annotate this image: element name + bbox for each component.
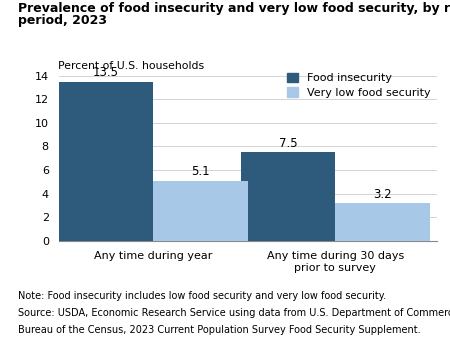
Bar <box>241 152 335 241</box>
Legend: Food insecurity, Very low food security: Food insecurity, Very low food security <box>287 73 431 98</box>
Text: Note: Food insecurity includes low food security and very low food security.: Note: Food insecurity includes low food … <box>18 291 386 301</box>
Bar <box>58 82 153 241</box>
Text: period, 2023: period, 2023 <box>18 14 107 28</box>
Text: Source: USDA, Economic Research Service using data from U.S. Department of Comme: Source: USDA, Economic Research Service … <box>18 308 450 318</box>
Text: 5.1: 5.1 <box>191 165 210 178</box>
Bar <box>335 203 430 241</box>
Text: Bureau of the Census, 2023 Current Population Survey Food Security Supplement.: Bureau of the Census, 2023 Current Popul… <box>18 325 421 335</box>
Text: Prevalence of food insecurity and very low food security, by reference: Prevalence of food insecurity and very l… <box>18 2 450 15</box>
Bar <box>153 181 248 241</box>
Text: 7.5: 7.5 <box>279 137 297 150</box>
Text: 13.5: 13.5 <box>93 66 119 79</box>
Text: 3.2: 3.2 <box>373 188 392 201</box>
Text: Percent of U.S. households: Percent of U.S. households <box>58 61 205 71</box>
